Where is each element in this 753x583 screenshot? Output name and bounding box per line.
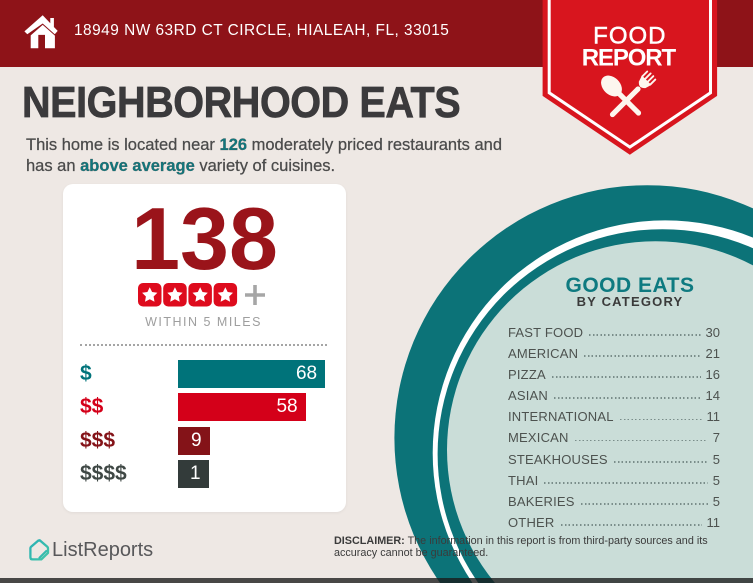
- svg-text:REPORT: REPORT: [582, 45, 677, 72]
- svg-text:FOOD: FOOD: [593, 23, 666, 50]
